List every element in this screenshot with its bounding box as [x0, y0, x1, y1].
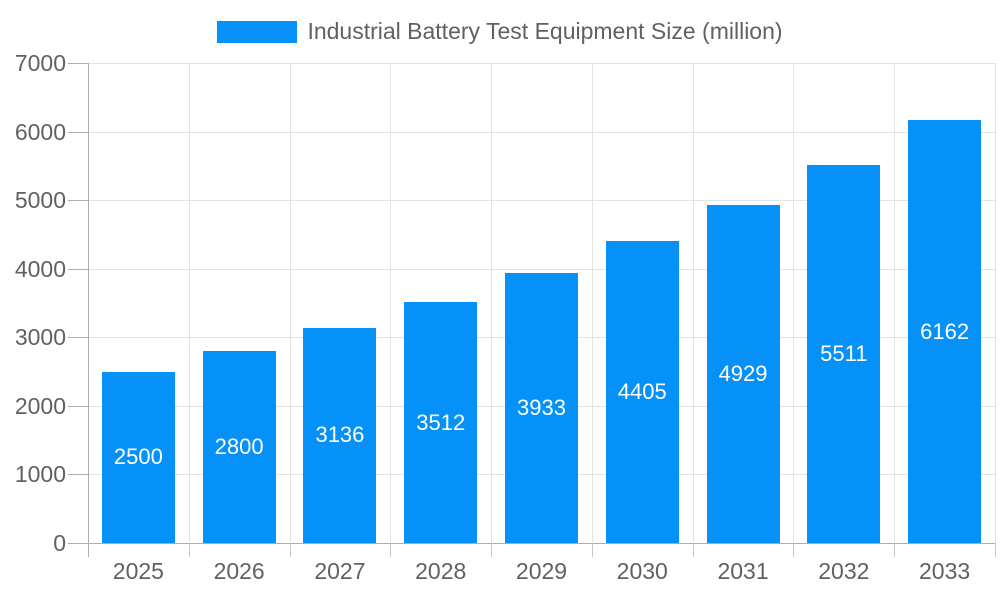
legend-swatch-icon — [217, 20, 298, 43]
x-axis-label: 2031 — [717, 558, 769, 584]
gridline-vertical — [390, 63, 392, 543]
y-axis-label: 7000 — [14, 50, 66, 76]
x-axis-label: 2032 — [818, 558, 870, 584]
x-axis-tick — [793, 543, 795, 557]
bar: 3512 — [404, 302, 478, 543]
legend-label: Industrial Battery Test Equipment Size (… — [307, 18, 783, 44]
x-axis-tick — [894, 543, 896, 557]
bar-value-label: 4929 — [718, 360, 768, 386]
x-axis-label: 2028 — [415, 558, 467, 584]
x-axis-label: 2026 — [213, 558, 265, 584]
y-axis-line — [88, 63, 89, 557]
x-axis-tick — [390, 543, 392, 557]
bar: 6162 — [908, 120, 982, 543]
gridline-horizontal — [88, 268, 995, 270]
bar: 2800 — [202, 351, 276, 543]
y-axis-tick — [68, 131, 88, 133]
bar: 5511 — [807, 165, 881, 543]
x-axis-tick — [491, 543, 493, 557]
gridline-horizontal — [88, 131, 995, 133]
gridline-vertical — [793, 63, 795, 543]
bar-value-label: 4405 — [617, 378, 667, 404]
bar: 4405 — [605, 240, 679, 543]
gridline-horizontal — [88, 63, 995, 64]
gridline-vertical — [995, 63, 996, 543]
bar-value-label: 2500 — [113, 444, 163, 470]
gridline-vertical — [188, 63, 190, 543]
y-axis-label: 2000 — [14, 392, 66, 419]
x-axis-label: 2029 — [515, 558, 568, 584]
y-axis-tick — [68, 337, 88, 339]
bar: 3933 — [505, 273, 578, 543]
x-axis-label: 2033 — [919, 558, 971, 584]
gridline-horizontal — [88, 200, 995, 202]
bar-value-label: 3136 — [315, 422, 365, 448]
gridline-vertical — [591, 63, 593, 543]
bar: 4929 — [706, 205, 780, 543]
y-axis-label: 4000 — [14, 255, 66, 282]
gridline-vertical — [289, 63, 291, 543]
y-axis-label: 6000 — [14, 118, 66, 145]
x-axis-tick — [995, 543, 996, 557]
gridline-vertical — [692, 63, 694, 543]
x-axis-tick — [188, 543, 190, 557]
x-axis-label: 2030 — [616, 558, 668, 584]
y-axis-tick — [68, 405, 88, 407]
y-axis-label: 0 — [53, 530, 66, 556]
y-axis-label: 5000 — [14, 187, 66, 214]
y-axis-tick — [68, 474, 88, 476]
y-axis-label: 3000 — [14, 324, 66, 351]
legend[interactable]: Industrial Battery Test Equipment Size (… — [0, 18, 1000, 45]
bar-value-label: 5511 — [820, 341, 868, 367]
bar: 2500 — [101, 371, 175, 543]
bar: 3136 — [303, 327, 377, 543]
x-axis-line — [88, 543, 995, 544]
x-axis-label: 2027 — [314, 558, 366, 584]
bar-value-label: 2800 — [214, 434, 264, 459]
y-axis-tick — [68, 543, 88, 544]
y-axis-tick — [68, 268, 88, 270]
bar-value-label: 3933 — [517, 395, 566, 421]
gridline-vertical — [894, 63, 896, 543]
y-axis-label: 1000 — [14, 461, 66, 488]
y-axis-tick — [68, 200, 88, 202]
gridline-vertical — [491, 63, 493, 543]
bar-value-label: 6162 — [920, 318, 970, 344]
x-axis-tick — [692, 543, 694, 557]
x-axis-label: 2025 — [112, 558, 164, 584]
x-axis-tick — [289, 543, 291, 557]
x-axis-tick — [591, 543, 593, 557]
y-axis-tick — [68, 63, 88, 64]
bar-value-label: 3512 — [416, 409, 466, 435]
